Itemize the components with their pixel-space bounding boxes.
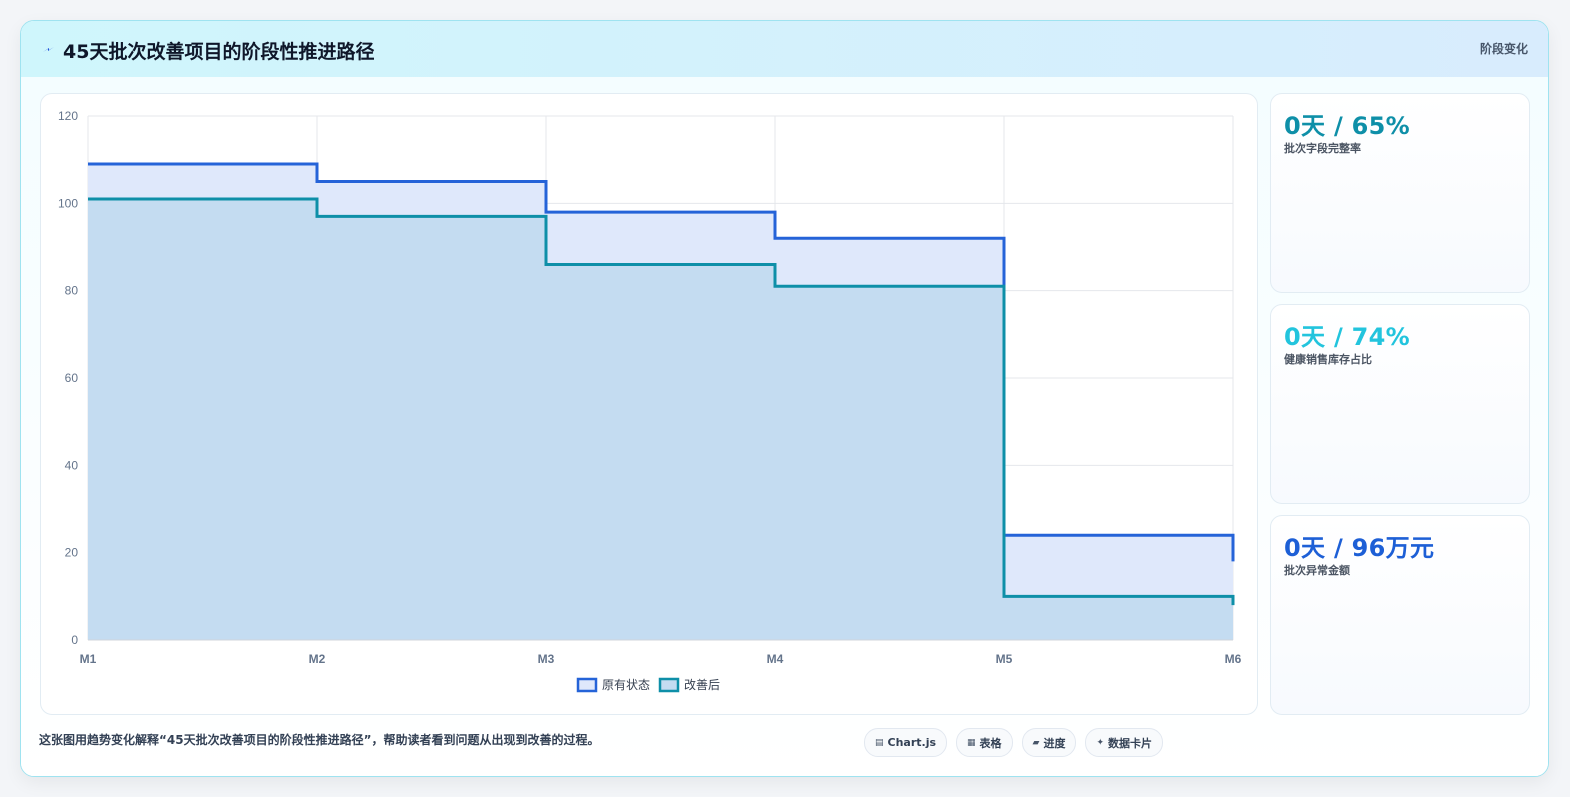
legend-swatch-2 <box>658 677 680 693</box>
x-tick-label: M2 <box>309 652 326 666</box>
chart-panel: 0 20 40 60 80 100 120 M1 M2 M3 M4 M5 M6 原有状态 改善后 <box>40 93 1258 715</box>
x-tick-label: M6 <box>1225 652 1242 666</box>
y-tick-label: 40 <box>65 458 79 472</box>
chip-chartjs[interactable]: ▤ Chart.js <box>864 728 948 757</box>
legend-label-1: 原有状态 <box>602 678 650 692</box>
stage-change-label: 阶段变化 <box>1479 42 1528 56</box>
series-line-2 <box>88 197 1235 606</box>
x-tick-label: M4 <box>767 652 784 666</box>
legend-label-2: 改善后 <box>684 677 720 692</box>
step-line-chart: 0 20 40 60 80 100 120 M1 M2 M3 M4 M5 M6 原有状态 改善后 <box>58 109 1242 693</box>
chart-card: 45天批次改善项目的阶段性推进路径 阶段变化 0 20 40 60 80 100 120 M1… <box>20 20 1549 777</box>
kpi-label: 批次字段完整率 <box>1284 142 1361 155</box>
chip-data-card[interactable]: ✦ 数据卡片 <box>1085 728 1164 757</box>
chip-label: 表格 <box>979 736 1002 750</box>
kpi-value: 0天 / 65% <box>1284 112 1411 140</box>
x-tick-label: M3 <box>538 652 555 666</box>
kpi-value: 0天 / 96万元 <box>1284 534 1435 562</box>
y-tick-label: 0 <box>71 633 78 647</box>
legend-swatch-1 <box>576 677 598 693</box>
kpi-label: 健康销售库存占比 <box>1284 353 1372 366</box>
chip-progress[interactable]: ▰ 进度 <box>1021 728 1077 757</box>
progress-icon: ▰ <box>1032 737 1040 748</box>
y-tick-label: 20 <box>65 546 79 560</box>
lightning-icon <box>43 47 54 52</box>
x-tick-label: M1 <box>80 652 97 666</box>
kpi-value: 0天 / 74% <box>1284 323 1411 351</box>
series-line-1 <box>88 162 1235 562</box>
x-tick-label: M5 <box>996 652 1013 666</box>
series-area-2 <box>88 198 1233 640</box>
chip-group: ▤ Chart.js ▦ 表格 ▰ 进度 ✦ 数据卡片 <box>864 728 1164 757</box>
table-icon: ▦ <box>967 737 976 748</box>
chart-icon: ▤ <box>875 737 884 748</box>
card-header: 45天批次改善项目的阶段性推进路径 阶段变化 <box>21 21 1548 77</box>
y-tick-label: 80 <box>65 284 79 298</box>
kpi-label: 批次异常金额 <box>1284 564 1350 577</box>
sparkle-icon: ✦ <box>1096 737 1105 748</box>
chip-label: 数据卡片 <box>1108 736 1153 750</box>
kpi-card-healthy-inventory: 0天 / 74% 健康销售库存占比 <box>1270 304 1530 504</box>
chip-label: 进度 <box>1043 736 1066 750</box>
y-tick-label: 100 <box>58 196 78 210</box>
chip-label: Chart.js <box>887 736 937 749</box>
chart-description: 这张图用趋势变化解释“45天批次改善项目的阶段性推进路径”，帮助读者看到问题从出… <box>39 733 600 747</box>
kpi-card-field-completeness: 0天 / 65% 批次字段完整率 <box>1270 93 1530 293</box>
chart-title: 45天批次改善项目的阶段性推进路径 <box>63 41 375 63</box>
y-tick-label: 60 <box>65 371 79 385</box>
kpi-card-abnormal-amount: 0天 / 96万元 批次异常金额 <box>1270 515 1530 715</box>
chip-table[interactable]: ▦ 表格 <box>956 728 1013 757</box>
y-tick-label: 120 <box>58 109 78 123</box>
